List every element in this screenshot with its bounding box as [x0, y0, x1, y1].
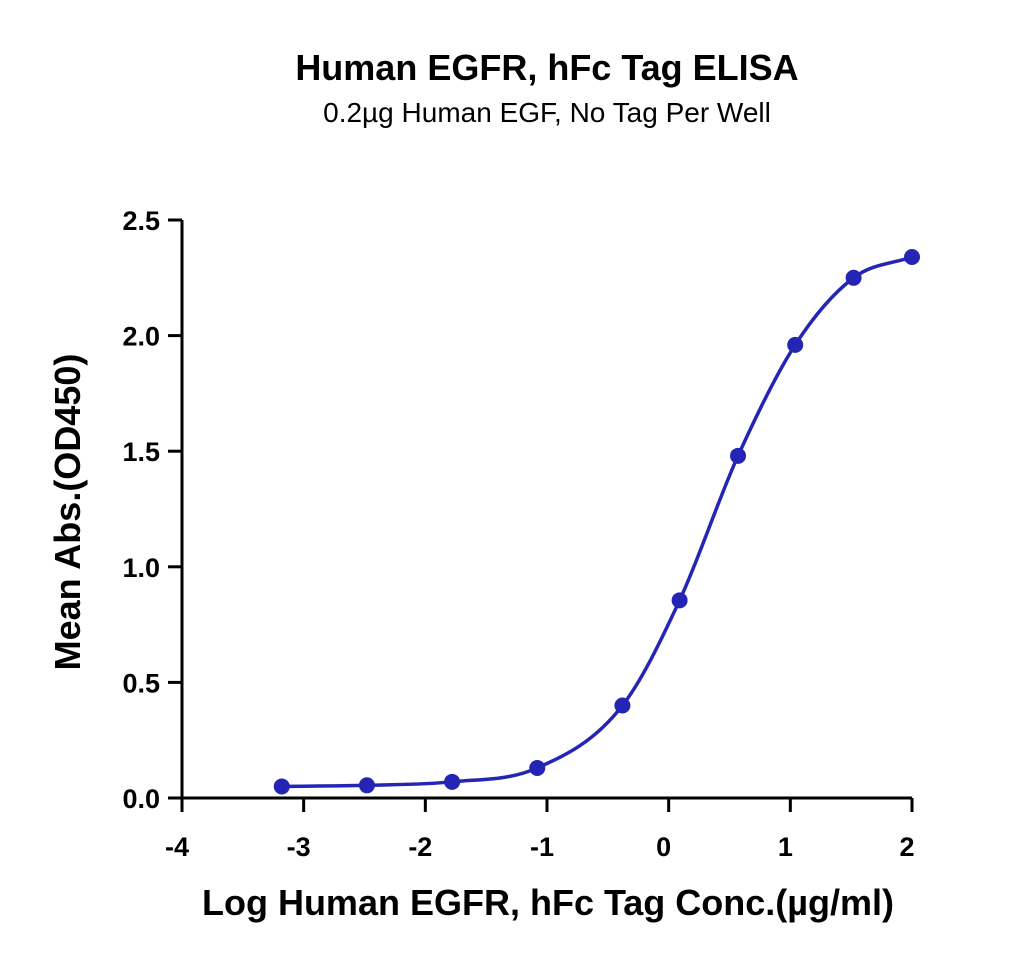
x-tick-label: -3: [287, 832, 311, 862]
chart-title: Human EGFR, hFc Tag ELISA: [295, 47, 798, 88]
y-tick-label: 2.5: [122, 206, 160, 236]
data-point: [787, 336, 804, 353]
data-point: [671, 592, 688, 609]
y-tick-label: 0.0: [122, 784, 160, 814]
data-points: [273, 248, 920, 795]
data-point: [845, 269, 862, 286]
data-point: [444, 773, 461, 790]
x-tick-label: 0: [656, 832, 671, 862]
data-point: [904, 248, 920, 265]
y-tick-label: 0.5: [122, 668, 160, 698]
y-tick-label: 1.0: [122, 553, 160, 583]
x-tick-label: 2: [899, 832, 914, 862]
data-point: [730, 447, 747, 464]
x-tick-label: 1: [778, 832, 793, 862]
x-axis-label: Log Human EGFR, hFc Tag Conc.(µg/ml): [202, 882, 894, 923]
data-point: [614, 697, 631, 714]
y-axis-label: Mean Abs.(OD450): [47, 354, 88, 671]
plot-area: 0.0 0.5 1.0 1.5 2.0 2.5 -4 -3 -2 -1 0 1 2: [122, 206, 920, 862]
y-tick-label: 2.0: [122, 322, 160, 352]
data-point: [273, 778, 290, 795]
chart-subtitle: 0.2µg Human EGF, No Tag Per Well: [323, 97, 771, 128]
x-axis-ticks: -4 -3 -2 -1 0 1 2: [165, 798, 915, 862]
fit-curve: [281, 255, 913, 789]
data-point: [358, 777, 375, 794]
x-tick-label: -4: [165, 832, 189, 862]
data-point: [529, 759, 546, 776]
y-tick-label: 1.5: [122, 437, 160, 467]
y-axis-ticks: 0.0 0.5 1.0 1.5 2.0 2.5: [122, 206, 182, 814]
x-tick-label: -2: [408, 832, 432, 862]
x-tick-label: -1: [530, 832, 554, 862]
